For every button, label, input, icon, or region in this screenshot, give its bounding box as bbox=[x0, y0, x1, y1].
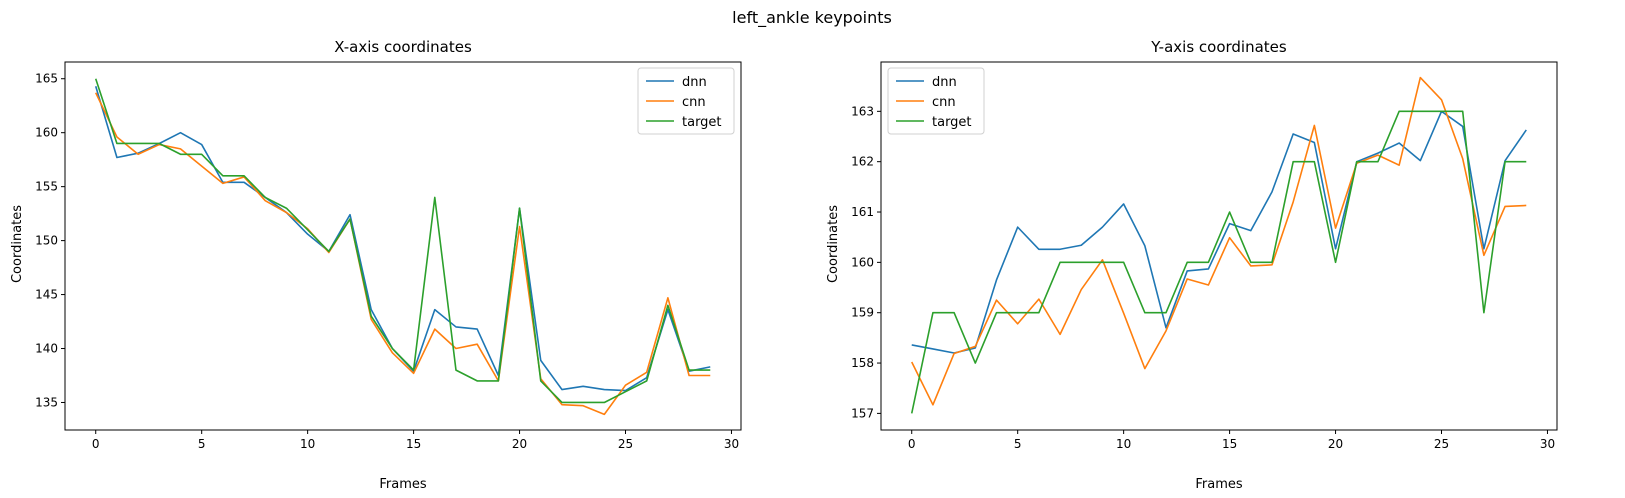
series-line-dnn bbox=[911, 110, 1527, 354]
x-tick-label: 5 bbox=[1014, 437, 1022, 451]
y-tick-label: 163 bbox=[851, 104, 874, 118]
legend-label-dnn: dnn bbox=[932, 75, 957, 90]
y-tick-label: 160 bbox=[851, 255, 874, 269]
x-axis-coordinates-plot: X-axis coordinates Frames Coordinates 0 5… bbox=[10, 38, 742, 492]
legend: dnn cnn target bbox=[887, 67, 985, 135]
x-tick-label: 10 bbox=[300, 437, 315, 451]
y-tick-label: 150 bbox=[35, 234, 58, 248]
y-tick-label: 157 bbox=[851, 406, 874, 420]
y-tick-label: 160 bbox=[35, 126, 58, 140]
axis-ticks: 0 5 10 15 20 25 30 157 158 159 160 161 162 163 bbox=[851, 104, 1555, 451]
x-tick-label: 30 bbox=[724, 437, 739, 451]
series-lines bbox=[910, 76, 1527, 414]
legend-box bbox=[637, 67, 735, 135]
y-tick-label: 159 bbox=[851, 306, 874, 320]
series-lines bbox=[94, 78, 711, 416]
legend-label-target: target bbox=[932, 115, 972, 130]
x-tick-label: 25 bbox=[618, 437, 633, 451]
y-axis-label: Coordinates bbox=[826, 205, 841, 283]
plot-title: X-axis coordinates bbox=[334, 38, 472, 56]
x-axis-label: Frames bbox=[1195, 477, 1243, 492]
series-line-target bbox=[910, 110, 1527, 414]
series-line-target bbox=[94, 78, 711, 404]
x-tick-label: 20 bbox=[1328, 437, 1343, 451]
x-tick-label: 15 bbox=[1222, 437, 1237, 451]
x-tick-label: 25 bbox=[1434, 437, 1449, 451]
y-axis-coordinates-plot: Y-axis coordinates Frames Coordinates 0 5… bbox=[826, 38, 1558, 492]
x-tick-label: 5 bbox=[198, 437, 206, 451]
x-tick-label: 10 bbox=[1116, 437, 1131, 451]
y-tick-label: 135 bbox=[35, 395, 58, 409]
series-line-cnn bbox=[95, 92, 711, 416]
x-tick-label: 0 bbox=[92, 437, 100, 451]
plot-title: Y-axis coordinates bbox=[1150, 38, 1287, 56]
x-tick-label: 20 bbox=[512, 437, 527, 451]
x-axis-label: Frames bbox=[379, 477, 427, 492]
y-tick-label: 161 bbox=[851, 205, 874, 219]
y-tick-label: 162 bbox=[851, 155, 874, 169]
y-axis-label: Coordinates bbox=[10, 205, 25, 283]
y-tick-label: 140 bbox=[35, 342, 58, 356]
y-tick-label: 155 bbox=[35, 180, 58, 194]
plot-frame bbox=[64, 61, 742, 431]
y-tick-label: 158 bbox=[851, 356, 874, 370]
figure-suptitle: left_ankle keypoints bbox=[732, 8, 892, 28]
legend-label-cnn: cnn bbox=[682, 95, 706, 110]
y-tick-label: 165 bbox=[35, 72, 58, 86]
legend-label-cnn: cnn bbox=[932, 95, 956, 110]
axis-ticks: 0 5 10 15 20 25 30 135 140 145 150 155 160 165 bbox=[35, 72, 739, 451]
x-tick-label: 0 bbox=[908, 437, 916, 451]
x-tick-label: 30 bbox=[1540, 437, 1555, 451]
x-tick-label: 15 bbox=[406, 437, 421, 451]
legend-box bbox=[887, 67, 985, 135]
series-line-cnn bbox=[911, 76, 1527, 406]
legend-label-dnn: dnn bbox=[682, 75, 707, 90]
y-tick-label: 145 bbox=[35, 288, 58, 302]
plot-frame bbox=[880, 61, 1558, 431]
legend-label-target: target bbox=[682, 115, 722, 130]
legend: dnn cnn target bbox=[637, 67, 735, 135]
